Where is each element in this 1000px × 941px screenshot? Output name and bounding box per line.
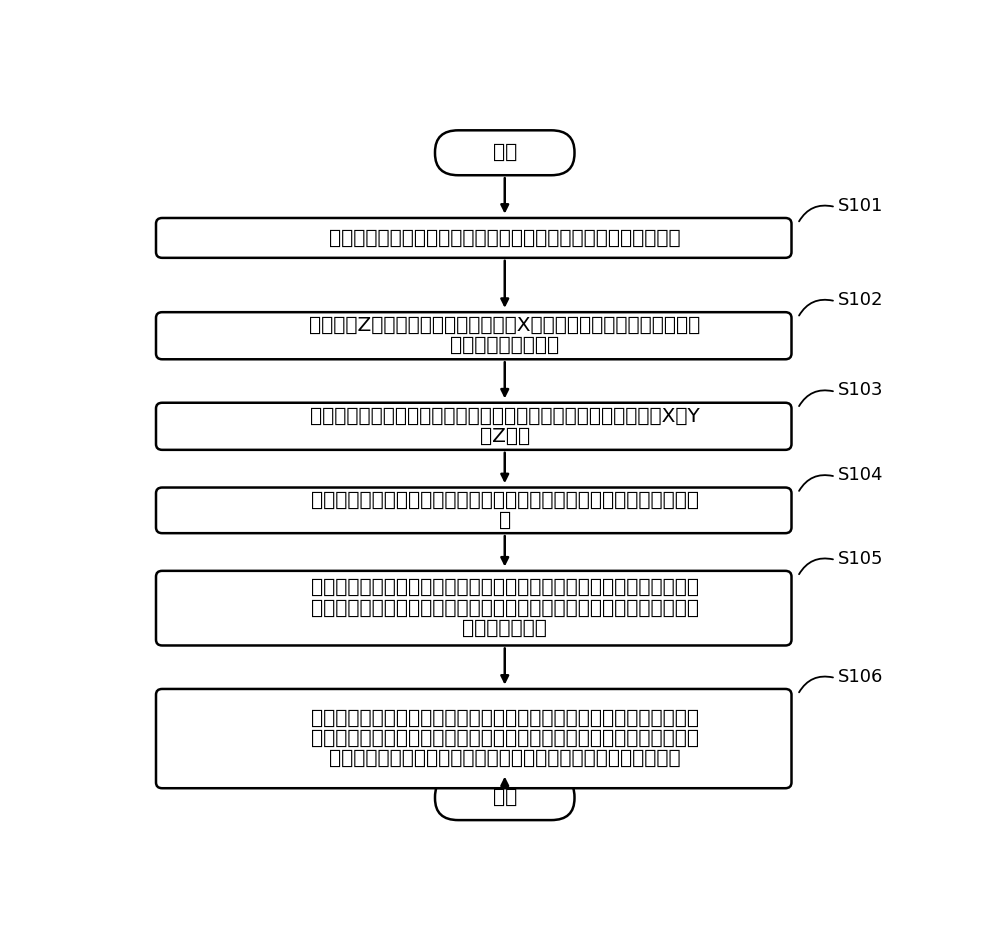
Text: 对采集的曲面玻璃激光线图像进行激光线提取，并把采集的图像数据转换: 对采集的曲面玻璃激光线图像进行激光线提取，并把采集的图像数据转换	[311, 579, 699, 598]
Text: 根据设计的曲面玻璃图纸的尺寸信息，计算得到理论轮廓曲线方程: 根据设计的曲面玻璃图纸的尺寸信息，计算得到理论轮廓曲线方程	[329, 229, 681, 247]
Text: 通过控制Z轴来控制相机与线激光器沿X轴正方向运动的同时动态沿着理: 通过控制Z轴来控制相机与线激光器沿X轴正方向运动的同时动态沿着理	[309, 316, 700, 335]
Text: 流: 流	[499, 511, 511, 530]
Text: 际的三维轮廓曲线，在模型窗口也截得一条同样位置的曲面玻璃实际模型: 际的三维轮廓曲线，在模型窗口也截得一条同样位置的曲面玻璃实际模型	[311, 729, 699, 748]
FancyBboxPatch shape	[156, 689, 792, 789]
Text: 论轮廓曲线方程运动: 论轮廓曲线方程运动	[450, 336, 559, 356]
Text: 读入曲面玻璃实际模型图；在三维点云窗口，任意选取两点，得到一条实: 读入曲面玻璃实际模型图；在三维点云窗口，任意选取两点，得到一条实	[311, 709, 699, 727]
Text: S103: S103	[838, 381, 884, 399]
FancyBboxPatch shape	[435, 130, 574, 175]
Text: S106: S106	[838, 667, 883, 686]
FancyBboxPatch shape	[156, 571, 792, 646]
FancyBboxPatch shape	[435, 775, 574, 821]
FancyBboxPatch shape	[156, 312, 792, 359]
FancyBboxPatch shape	[156, 218, 792, 258]
Text: S105: S105	[838, 550, 884, 567]
Text: 结束: 结束	[493, 789, 517, 807]
Text: 采集曲面玻璃激光线图像，同时记录每幅激光线图像所在坐标轴的X、Y: 采集曲面玻璃激光线图像，同时记录每幅激光线图像所在坐标轴的X、Y	[310, 407, 700, 425]
FancyBboxPatch shape	[156, 487, 792, 534]
Text: 在获取每一帧曲面玻璃激光线图像时，同步进行图像处理，得到实时视频: 在获取每一帧曲面玻璃激光线图像时，同步进行图像处理，得到实时视频	[311, 490, 699, 510]
Text: S104: S104	[838, 466, 884, 485]
FancyBboxPatch shape	[156, 403, 792, 450]
Text: S102: S102	[838, 291, 884, 309]
Text: 显示不同的颜色: 显示不同的颜色	[462, 619, 547, 638]
Text: 的三维轮廓曲线，在同一个坐标系下，进行轮廓匹配，得到轮廓度: 的三维轮廓曲线，在同一个坐标系下，进行轮廓匹配，得到轮廓度	[329, 749, 681, 769]
Text: 成三维坐标值，以三维点云动态图显示在终端，并根据曲面玻璃的高度值: 成三维坐标值，以三维点云动态图显示在终端，并根据曲面玻璃的高度值	[311, 598, 699, 617]
Text: S101: S101	[838, 197, 883, 215]
Text: 开始: 开始	[493, 143, 517, 162]
Text: 、Z坐标: 、Z坐标	[480, 427, 530, 446]
